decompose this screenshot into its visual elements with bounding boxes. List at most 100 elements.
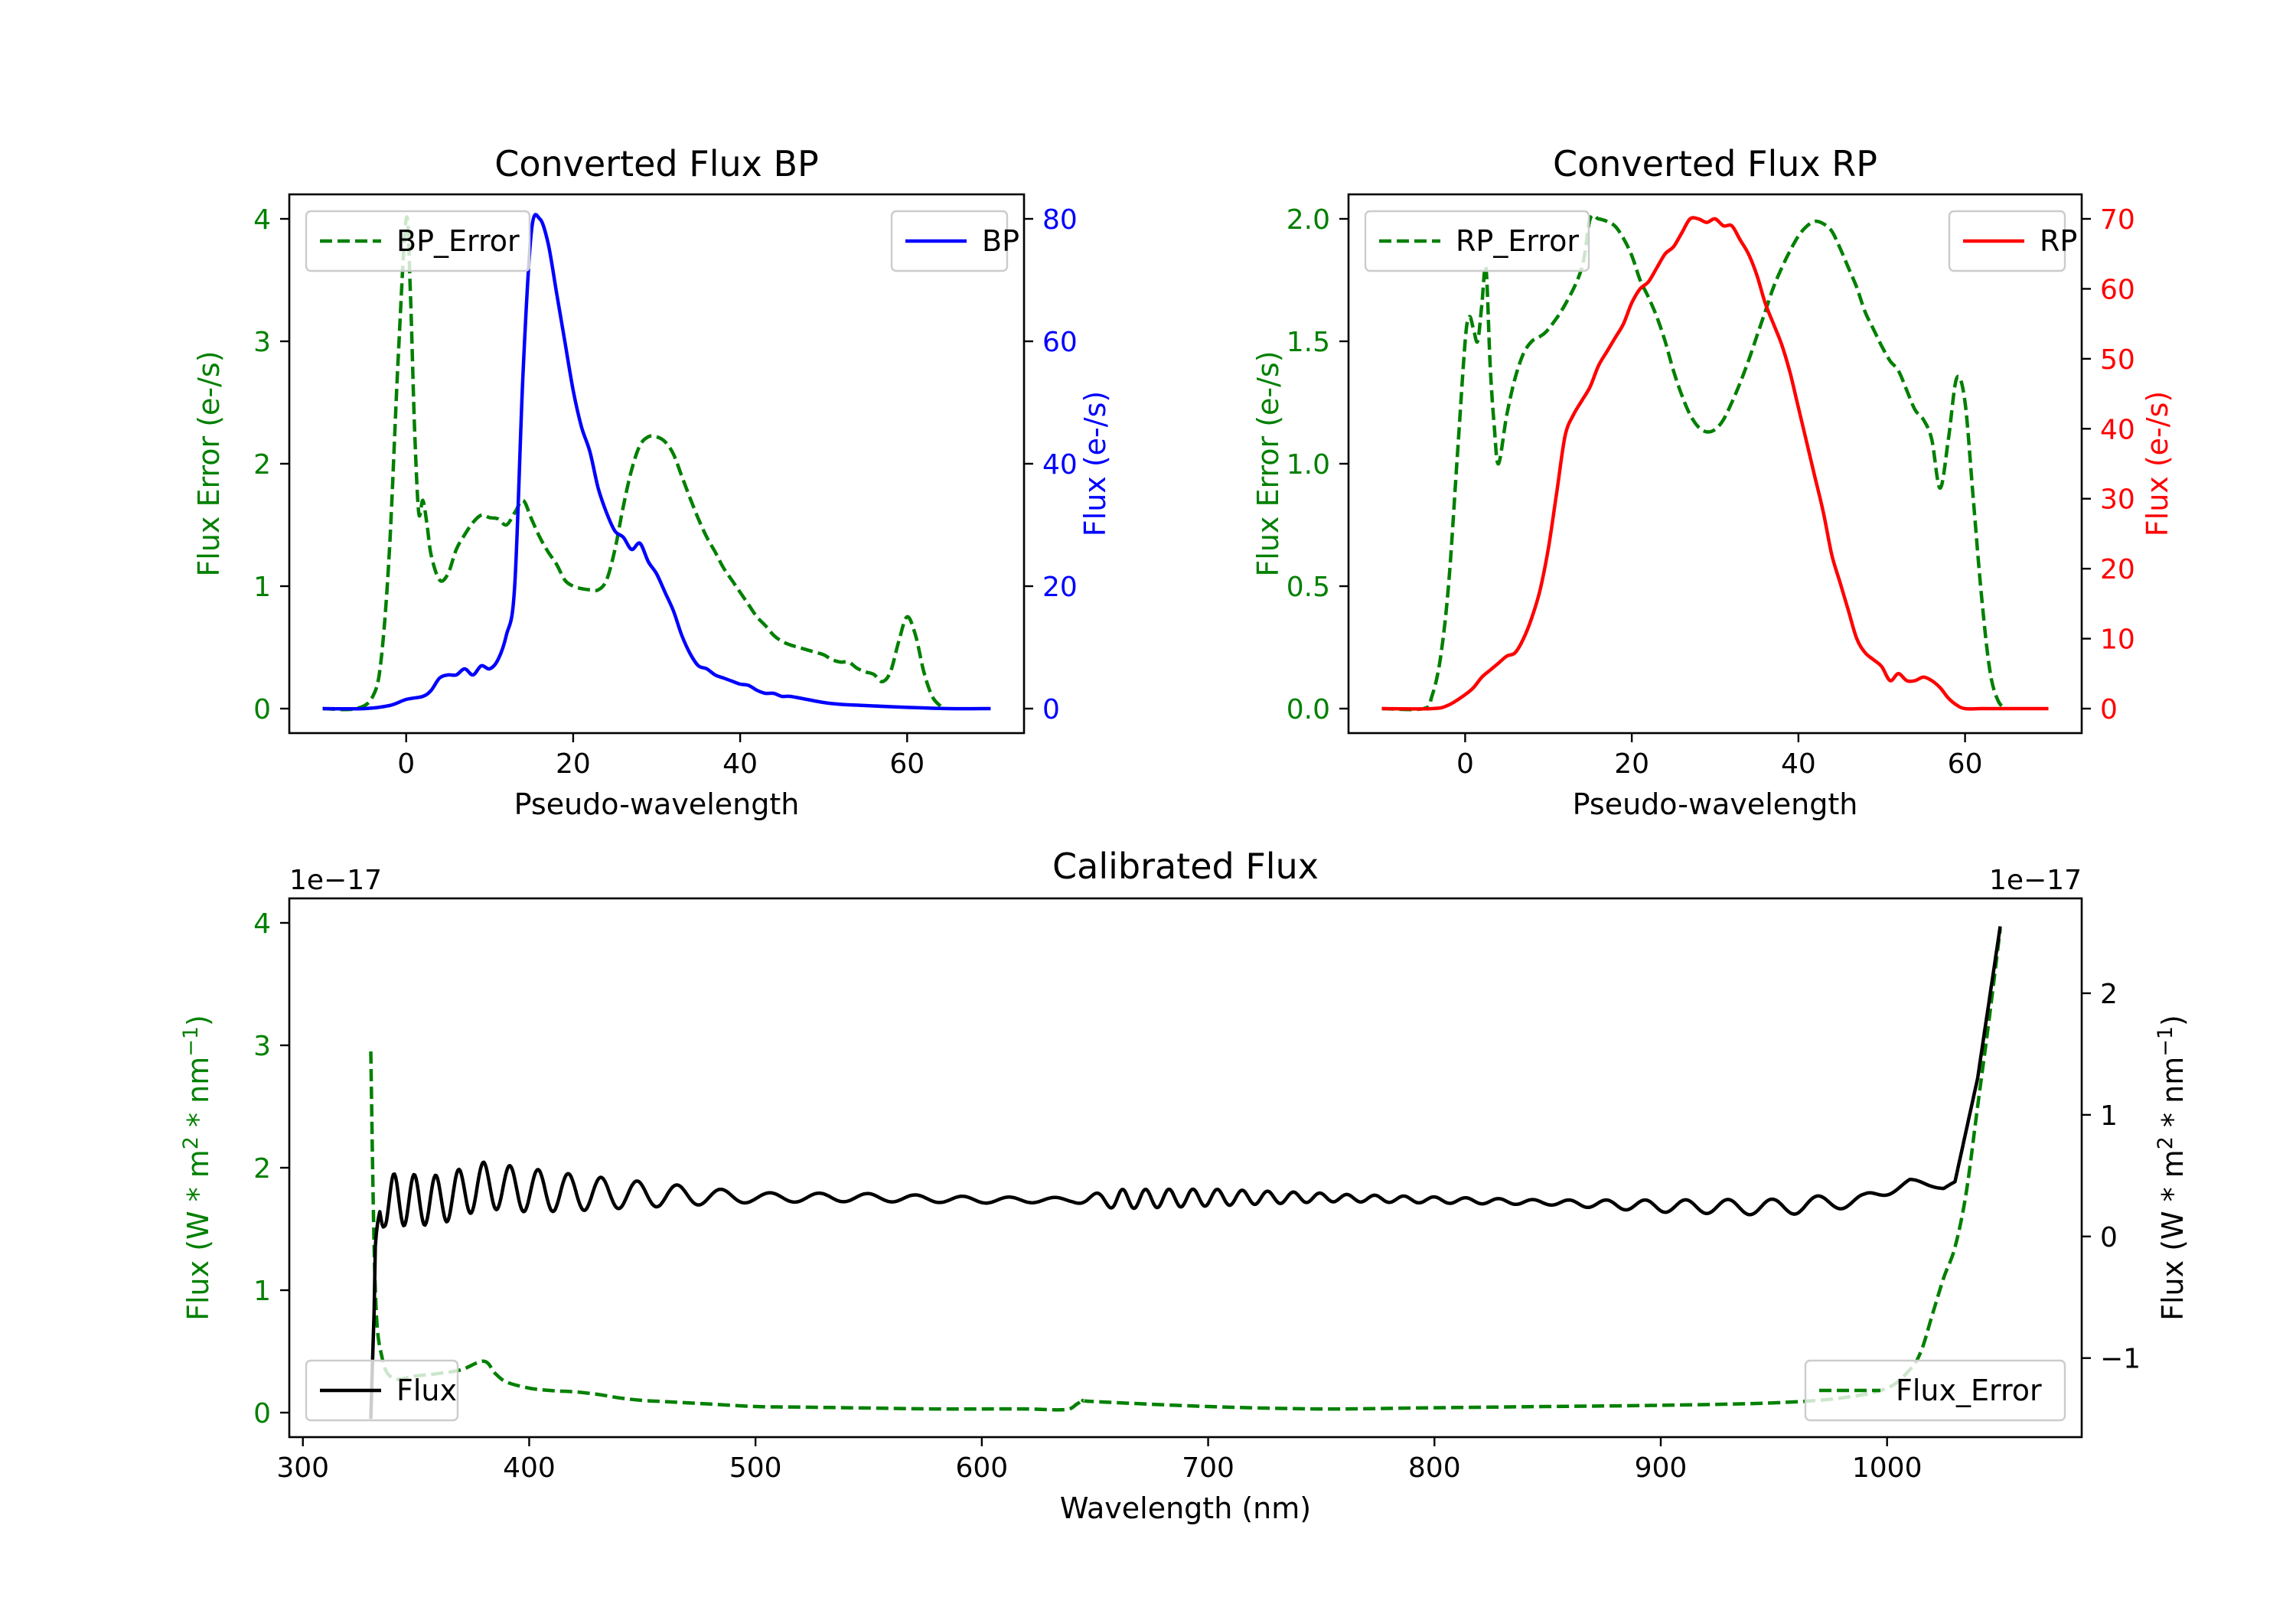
cal-left-axis-label: Flux (W * m2 * nm−1) [179, 1015, 215, 1321]
rp-left-tick-label: 1.5 [1287, 327, 1330, 358]
label-superscript: 2 [179, 1136, 203, 1149]
cal-plot-frame [288, 897, 2083, 1439]
cal-legend-flux: Flux [305, 1359, 459, 1422]
bp-series-bp-line [322, 213, 991, 711]
cal-xtick-label: 800 [1408, 1452, 1461, 1484]
bp-right-tick-label: 0 [1042, 694, 1060, 725]
cal-right-tick-label: −1 [2100, 1344, 2141, 1375]
label-superscript: −1 [2154, 1026, 2177, 1057]
legend-label: RP [2040, 224, 2077, 258]
cal-series-flux-line [369, 926, 2002, 1420]
label-part: * nm [181, 1057, 215, 1136]
bp-left-axis-label: Flux Error (e-/s) [192, 350, 226, 576]
rp-left-tick-label: 0.5 [1287, 572, 1330, 603]
rp-left-tick-label: 0.0 [1287, 694, 1330, 725]
bp-title: Converted Flux BP [494, 143, 819, 184]
legend-box [305, 210, 531, 272]
rp-xtick-label: 40 [1781, 748, 1816, 780]
rp-xtick-label: 20 [1614, 748, 1649, 780]
rp-right-tick-label: 70 [2100, 204, 2135, 236]
legend-box [1364, 210, 1590, 272]
cal-right-tick-label: 1 [2100, 1100, 2118, 1132]
rp-series-rp-line [1381, 216, 2049, 711]
label-part: Flux (W * m [2156, 1149, 2190, 1321]
rp-left-tick-label: 1.0 [1287, 449, 1330, 481]
rp-left-tick-label: 2.0 [1287, 204, 1330, 236]
cal-xtick-label: 300 [276, 1452, 329, 1484]
rp-right-tick-label: 60 [2100, 274, 2135, 305]
label-superscript: −1 [179, 1026, 203, 1057]
legend-box [305, 1359, 459, 1422]
label-part: ) [2156, 1015, 2190, 1026]
rp-right-tick-label: 0 [2100, 694, 2118, 725]
rp-x-axis-label: Pseudo-wavelength [1573, 787, 1858, 821]
cal-left-tick-label: 1 [253, 1276, 271, 1307]
bp-left-tick-label: 1 [253, 572, 271, 603]
label-superscript: 2 [2154, 1136, 2177, 1149]
bp-right-axis-label: Flux (e-/s) [1078, 391, 1112, 536]
legend-label: Flux [396, 1374, 457, 1407]
cal-left-offset-text: 1e−17 [289, 865, 382, 896]
rp-series-rp-error-line [1381, 213, 2008, 712]
legend-label: Flux_Error [1896, 1374, 2042, 1407]
rp-xtick-label: 0 [1456, 748, 1474, 780]
bp-right-tick-label: 40 [1042, 449, 1078, 481]
legend-label: BP_Error [396, 224, 520, 258]
cal-right-offset-text: 1e−17 [1989, 865, 2082, 896]
bp-chart: 0 20 40 60Pseudo-wavelength01234020406080Fl… [192, 143, 1112, 821]
cal-x-axis-label: Wavelength (nm) [1060, 1491, 1311, 1525]
label-part: * nm [2156, 1057, 2190, 1136]
bp-legend-bp: BP [890, 210, 1019, 272]
cal-xtick-label: 500 [729, 1452, 782, 1484]
bp-xtick-label: 60 [889, 748, 925, 780]
cal-right-axis-label: Flux (W * m2 * nm−1) [2154, 1015, 2190, 1321]
rp-legend-rp-error: RP_Error [1364, 210, 1590, 272]
rp-title: Converted Flux RP [1553, 143, 1877, 184]
cal-right-tick-label: 0 [2100, 1222, 2118, 1253]
bp-right-tick-label: 20 [1042, 572, 1078, 603]
rp-xtick-label: 60 [1948, 748, 1983, 780]
bp-legend-bp-error: BP_Error [305, 210, 531, 272]
cal-title: Calibrated Flux [1052, 846, 1319, 887]
cal-xtick-label: 900 [1635, 1452, 1688, 1484]
bp-series-bp-error-line [322, 215, 942, 712]
cal-xtick-label: 600 [956, 1452, 1009, 1484]
bp-left-tick-label: 2 [253, 449, 271, 481]
bp-right-tick-label: 80 [1042, 204, 1078, 236]
bp-left-tick-label: 4 [253, 204, 271, 236]
cal-xtick-label: 1000 [1852, 1452, 1923, 1484]
legend-label: BP [982, 224, 1019, 258]
rp-left-axis-label: Flux Error (e-/s) [1251, 350, 1285, 576]
rp-right-tick-label: 10 [2100, 624, 2135, 656]
cal-left-tick-label: 2 [253, 1153, 271, 1185]
label-part: ) [181, 1015, 215, 1026]
bp-left-tick-label: 3 [253, 327, 271, 358]
cal-left-tick-label: 0 [253, 1398, 271, 1429]
rp-right-tick-label: 30 [2100, 484, 2135, 516]
bp-xtick-label: 20 [556, 748, 591, 780]
bp-xtick-label: 0 [397, 748, 415, 780]
legend-label: RP_Error [1456, 224, 1579, 258]
rp-right-tick-label: 20 [2100, 554, 2135, 585]
cal-right-tick-label: 2 [2100, 979, 2118, 1010]
rp-right-axis-label: Flux (e-/s) [2141, 391, 2174, 536]
bp-right-tick-label: 60 [1042, 327, 1078, 358]
rp-chart: 0 20 40 60 Pseudo-wavelength 0.0 0.5 1.0 1.5 2.0 0… [1251, 143, 2174, 821]
cal-left-tick-label: 4 [253, 908, 271, 940]
label-part: Flux (W * m [181, 1149, 215, 1321]
bp-x-axis-label: Pseudo-wavelength [514, 787, 800, 821]
cal-xtick-label: 400 [503, 1452, 556, 1484]
cal-legend-flux-error: Flux_Error [1804, 1359, 2066, 1422]
rp-right-tick-label: 50 [2100, 344, 2135, 376]
bp-plot-frame [288, 193, 1026, 735]
legend-box [1804, 1359, 2066, 1422]
cal-xtick-label: 700 [1182, 1452, 1234, 1484]
rp-legend-rp: RP [1948, 210, 2077, 272]
bp-left-tick-label: 0 [253, 694, 271, 725]
rp-right-tick-label: 40 [2100, 414, 2135, 445]
cal-series-flux-error-line [369, 928, 2002, 1412]
cal-left-tick-label: 3 [253, 1031, 271, 1062]
bp-xtick-label: 40 [722, 748, 758, 780]
